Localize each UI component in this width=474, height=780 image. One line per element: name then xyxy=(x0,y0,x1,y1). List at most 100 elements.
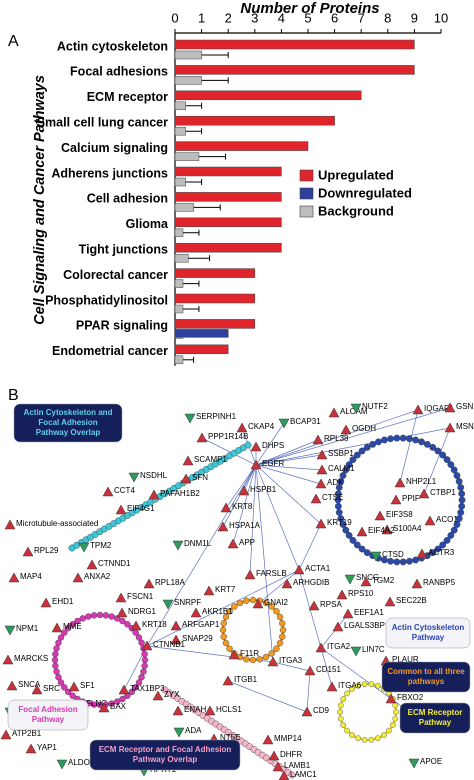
pathway-node xyxy=(423,440,431,448)
node-marker xyxy=(4,625,16,636)
edge xyxy=(255,439,319,466)
node-label: EEF1A1 xyxy=(354,608,384,617)
pathway-node xyxy=(368,736,375,743)
node-marker xyxy=(184,413,196,424)
pathway-box xyxy=(13,403,123,443)
bar xyxy=(174,166,282,177)
pathway-box-text: Pathway xyxy=(419,718,452,727)
pathway-node xyxy=(53,645,60,652)
node-label: TGM2 xyxy=(372,576,395,585)
node-label: TAX1BP3 xyxy=(130,684,165,693)
node-marker xyxy=(222,675,234,686)
node-marker xyxy=(68,681,80,692)
x-tick-label: 4 xyxy=(278,10,285,25)
pathway-node xyxy=(334,502,342,510)
node-marker xyxy=(384,596,396,607)
category-label: Phosphatidylinositol xyxy=(45,293,168,307)
bar xyxy=(174,304,184,314)
pathway-node xyxy=(61,684,68,691)
edge xyxy=(255,427,451,466)
pathway-node xyxy=(57,679,65,686)
node-label: DHPS xyxy=(262,441,284,450)
pathway-box-text: pathways xyxy=(408,677,445,686)
node-label: HSPB1 xyxy=(250,485,277,494)
node-marker xyxy=(78,542,90,553)
node-marker xyxy=(326,681,338,692)
node-marker xyxy=(268,750,280,761)
legend-label: Background xyxy=(318,203,394,218)
edge xyxy=(272,661,311,672)
node-label: BCAP31 xyxy=(290,417,321,426)
node-marker xyxy=(293,564,305,575)
pathway-node xyxy=(345,532,353,539)
node-label: HCLS1 xyxy=(216,705,242,714)
node-label: YAP1 xyxy=(37,743,57,752)
node-marker xyxy=(250,459,262,470)
pathway-node xyxy=(439,541,447,549)
pathway-node xyxy=(392,702,398,709)
node-label: PLAUR xyxy=(392,655,419,664)
node-marker xyxy=(180,473,192,484)
category-label: Focal adhesions xyxy=(70,65,168,79)
pathway-box-text: Pathway xyxy=(412,633,445,642)
node-label: PPP1R14B xyxy=(208,432,248,441)
pathway-node xyxy=(226,608,233,615)
node-label: ALCAM xyxy=(340,407,368,416)
node-marker xyxy=(173,727,185,738)
overlap-node xyxy=(244,441,252,449)
node-label: ITGA6 xyxy=(338,681,362,690)
bar xyxy=(174,344,229,355)
node-label: BAX xyxy=(110,702,127,711)
node-label: SNRPF xyxy=(174,598,201,607)
node-marker xyxy=(360,576,372,587)
node-label: PAFAH1B2 xyxy=(160,489,200,498)
pathway-node xyxy=(335,509,343,516)
pathway-node xyxy=(138,674,145,681)
bar xyxy=(174,329,229,338)
node-label: KRT8 xyxy=(232,502,253,511)
node-label: SERPINH1 xyxy=(196,412,237,421)
node-label: Microtubule-associated xyxy=(16,519,98,528)
edge xyxy=(227,680,308,713)
node-marker xyxy=(98,702,110,713)
node-marker xyxy=(86,559,98,570)
node-marker xyxy=(316,449,328,460)
pathway-node xyxy=(119,617,126,625)
node-label: ATP2B1 xyxy=(12,729,42,738)
edge xyxy=(225,464,257,509)
node-marker xyxy=(190,607,202,618)
node-label: ITGB1 xyxy=(234,675,258,684)
node-label: NHP2L1 xyxy=(406,477,437,486)
node-marker xyxy=(244,569,256,580)
pathway-box-text: Focal Adhesion xyxy=(18,705,77,714)
legend-label: Downregulated xyxy=(318,185,412,200)
node-label: ADK xyxy=(327,478,344,487)
pathway-node xyxy=(457,484,465,491)
node-marker xyxy=(115,504,127,515)
pathway-node xyxy=(128,688,136,696)
node-label: S100A4 xyxy=(393,524,422,533)
pathway-node xyxy=(458,490,466,498)
node-marker xyxy=(2,654,14,665)
node-label: SSBP1 xyxy=(328,449,354,458)
error-bar xyxy=(182,306,200,312)
pathway-node xyxy=(219,626,227,634)
x-tick-label: 2 xyxy=(225,10,232,25)
node-marker xyxy=(444,402,456,413)
node-marker xyxy=(332,621,344,632)
node-marker xyxy=(385,693,397,704)
node-marker xyxy=(310,493,322,504)
edge xyxy=(255,464,322,525)
node-label: LAMB1 xyxy=(284,761,311,770)
pathway-node xyxy=(222,613,230,621)
pathway-node xyxy=(381,732,387,738)
pathway-box-text: Actin Cytoskeleton and xyxy=(24,408,113,417)
bar xyxy=(174,76,202,85)
pathway-node xyxy=(141,656,149,664)
node-label: TPM2 xyxy=(90,541,112,550)
node-label: MMP14 xyxy=(274,734,302,743)
node-label: DNM1L xyxy=(184,539,212,548)
node-marker xyxy=(228,649,240,660)
pathway-node xyxy=(55,639,62,646)
